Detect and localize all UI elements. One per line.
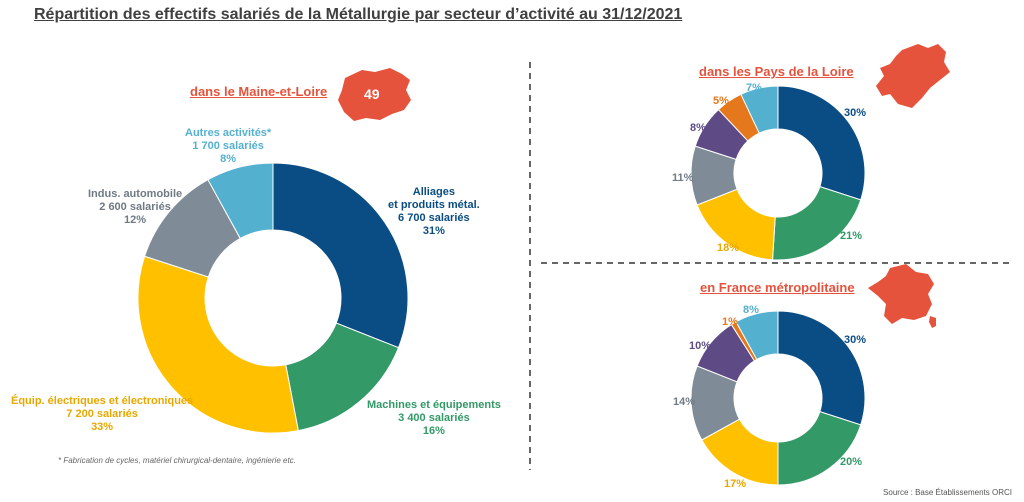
- pays-de-la-loire-slice-6: [740, 85, 779, 134]
- maine-et-loire-slice-4: [207, 162, 274, 240]
- fr-label-equipements: 17%: [724, 478, 747, 490]
- label-alliages: Alliages et produits métal. 6 700 salari…: [388, 186, 480, 237]
- france-map-icon: [868, 264, 934, 324]
- maine-et-loire-title: dans le Maine-et-Loire: [190, 84, 328, 99]
- fr-label-violet: 10%: [689, 340, 712, 352]
- page-title: Répartition des effectifs salariés de la…: [34, 6, 683, 23]
- department-badge: 49: [364, 86, 380, 102]
- label-autres-activites: Autres activités* 1 700 salariés 8%: [185, 127, 272, 165]
- pays-de-la-loire-slice-0: [777, 85, 866, 201]
- pdl-label-automobile: 11%: [672, 172, 694, 184]
- pays-de-la-loire-slice-1: [772, 185, 862, 261]
- footnote: * Fabrication de cycles, matériel chirur…: [58, 456, 296, 465]
- maine-et-loire-slice-0: [272, 162, 409, 349]
- france-slice-0: [777, 310, 866, 426]
- donut-chart-france: [690, 310, 866, 486]
- maine-et-loire-slice-2: [137, 255, 299, 434]
- pdl-label-alliages: 30%: [844, 107, 867, 119]
- donut-chart-pays-de-la-loire: [690, 85, 866, 261]
- fr-label-orange: 1%: [722, 316, 738, 328]
- pdl-label-orange: 5%: [713, 95, 729, 107]
- maine-et-loire-slice-1: [285, 322, 400, 432]
- label-equipements-electriques: Équip. électriques et électroniques 7 20…: [11, 395, 194, 433]
- pdl-label-equipements: 18%: [717, 242, 740, 254]
- corsica-map-icon: [929, 316, 936, 328]
- pays-de-la-loire-title: dans les Pays de la Loire: [699, 64, 854, 79]
- pdl-label-machines: 21%: [840, 230, 863, 242]
- fr-label-machines: 20%: [840, 456, 863, 468]
- fr-label-autres: 8%: [743, 304, 759, 316]
- pays-de-la-loire-map-icon: [876, 44, 950, 108]
- fr-label-automobile: 14%: [673, 396, 696, 408]
- pdl-label-violet: 8%: [690, 122, 706, 134]
- france-title: en France métropolitaine: [700, 280, 855, 295]
- france-slice-6: [735, 310, 779, 361]
- donut-chart-maine-et-loire: [137, 162, 409, 434]
- source-note: Source : Base Établissements ORCI: [883, 488, 1012, 497]
- label-indus-automobile: Indus. automobile 2 600 salariés 12%: [88, 188, 183, 226]
- label-machines: Machines et équipements 3 400 salariés 1…: [367, 399, 501, 437]
- maine-et-loire-map-icon: [338, 68, 411, 121]
- fr-label-alliages: 30%: [844, 334, 867, 346]
- france-slice-1: [777, 410, 862, 486]
- pdl-label-autres: 7%: [746, 82, 762, 94]
